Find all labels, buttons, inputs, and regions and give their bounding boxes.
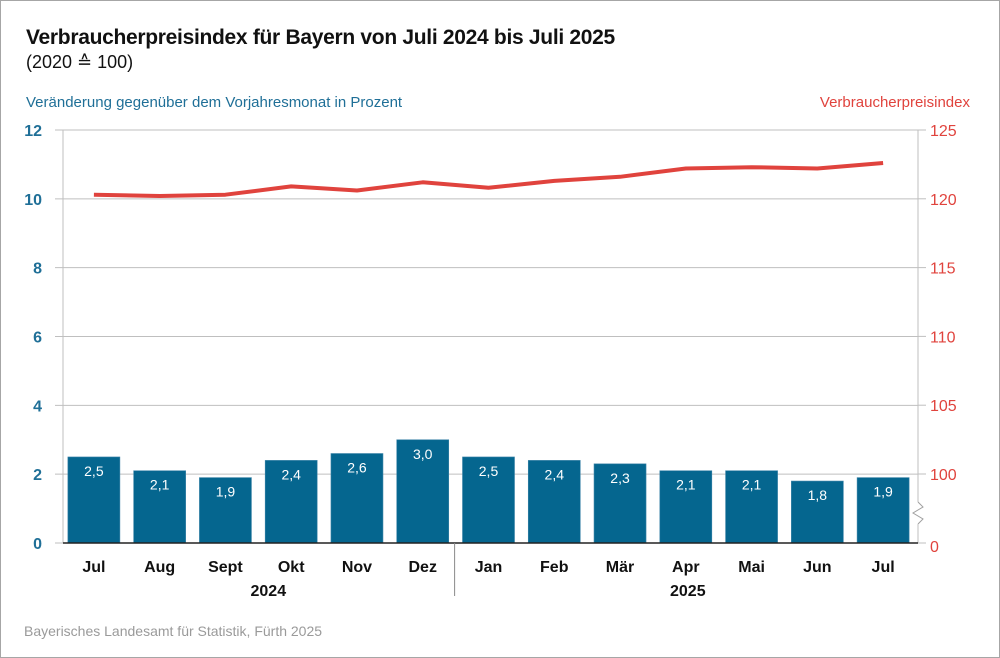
bar-value-label: 2,4 — [281, 466, 301, 482]
bar — [396, 439, 450, 544]
right-tick-label: 120 — [930, 192, 957, 209]
bar-value-label: 2,5 — [479, 463, 499, 479]
right-axis-title: Verbraucherpreisindex — [819, 94, 970, 111]
left-tick-label: 12 — [24, 123, 42, 140]
left-tick-label: 2 — [33, 467, 42, 484]
cpi-line — [93, 161, 884, 198]
bar-value-label: 2,1 — [676, 477, 696, 493]
left-tick-label: 6 — [33, 330, 42, 347]
bar-value-label: 2,1 — [742, 477, 762, 493]
bar — [659, 470, 713, 544]
x-tick-label: Mär — [606, 559, 634, 576]
bar — [856, 477, 910, 544]
chart-title: Verbraucherpreisindex für Bayern von Jul… — [26, 26, 615, 49]
bar — [725, 470, 778, 544]
right-tick-label: 110 — [930, 329, 956, 346]
x-tick-label: Feb — [540, 559, 569, 576]
left-tick-label: 0 — [33, 536, 42, 553]
year-label: 2025 — [670, 583, 706, 600]
x-tick-label: Jun — [803, 559, 831, 576]
source-note: Bayerisches Landesamt für Statistik, Für… — [24, 623, 323, 639]
right-tick-label: 105 — [930, 398, 957, 415]
bar — [593, 463, 647, 544]
x-tick-label: Jan — [475, 559, 503, 576]
right-tick-label: 0 — [930, 539, 939, 556]
x-tick-label: Jul — [872, 559, 895, 576]
left-axis-title: Veränderung gegenüber dem Vorjahresmonat… — [26, 94, 403, 111]
bar — [67, 456, 121, 544]
right-tick-label: 125 — [930, 123, 957, 140]
x-tick-label: Jul — [82, 559, 105, 576]
bar — [199, 477, 252, 544]
right-tick-label: 115 — [930, 261, 956, 278]
bar-value-label: 2,6 — [347, 460, 367, 476]
left-tick-label: 8 — [33, 261, 42, 278]
x-tick-label: Nov — [342, 559, 372, 576]
bar — [133, 470, 186, 544]
year-label: 2024 — [251, 583, 287, 600]
bar-value-label: 2,1 — [150, 477, 170, 493]
axis-break-icon — [912, 501, 924, 525]
left-tick-label: 10 — [24, 192, 42, 209]
left-tick-label: 4 — [33, 398, 42, 415]
x-tick-label: Sept — [208, 559, 243, 576]
x-tick-label: Mai — [738, 559, 765, 576]
bar — [264, 460, 318, 544]
bar-value-label: 1,8 — [808, 487, 828, 503]
bar — [527, 460, 581, 544]
bar-value-label: 2,3 — [610, 470, 630, 486]
bar — [462, 456, 515, 544]
x-tick-label: Okt — [278, 559, 305, 576]
bar-value-label: 2,4 — [545, 466, 565, 482]
bar-value-label: 3,0 — [413, 446, 433, 462]
chart-subtitle: (2020 ≙ 100) — [26, 52, 134, 72]
bar-value-label: 1,9 — [216, 484, 236, 500]
bar — [330, 453, 384, 544]
x-tick-label: Dez — [409, 559, 437, 576]
right-tick-label: 100 — [930, 467, 957, 484]
x-tick-label: Apr — [672, 559, 700, 576]
bar-value-label: 1,9 — [873, 484, 893, 500]
bar-value-label: 2,5 — [84, 463, 104, 479]
bar — [791, 480, 844, 544]
x-tick-label: Aug — [144, 559, 175, 576]
